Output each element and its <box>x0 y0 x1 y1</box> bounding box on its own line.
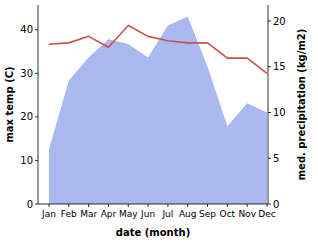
y2-tick <box>268 204 271 205</box>
x-tick-label: Aug <box>179 209 197 219</box>
chart: 0 10 20 30 40 0 5 10 15 20 Jan FebMar AprMayJun Jul Au… <box>0 0 318 242</box>
y-tick <box>35 160 38 161</box>
y-tick <box>35 116 38 117</box>
y2-tick <box>268 66 271 67</box>
x-tick <box>108 204 109 207</box>
y-tick <box>35 204 38 205</box>
x-tick <box>227 204 228 207</box>
x-tick-label: Mar <box>80 209 97 219</box>
y2-tick <box>268 21 271 22</box>
y-tick-label: 10 <box>20 155 33 166</box>
y2-tick-label: 10 <box>273 107 286 118</box>
x-tick <box>128 204 129 207</box>
temp-line <box>49 25 267 73</box>
x-axis-label: date (month) <box>116 227 190 238</box>
x-tick <box>187 204 188 207</box>
x-tick-label: Nov <box>238 209 256 219</box>
y2-tick-label: 15 <box>273 61 286 72</box>
x-tick <box>267 204 268 207</box>
y2-axis-label: med. precipitation (kg/m2) <box>296 29 307 181</box>
y-axis-label: max temp (C) <box>4 66 15 142</box>
x-tick <box>49 204 50 207</box>
x-tick-label: Sep <box>199 209 216 219</box>
x-tick <box>247 204 248 207</box>
x-axis <box>38 204 268 205</box>
x-tick <box>68 204 69 207</box>
precip-area <box>49 16 267 204</box>
plot-data <box>49 16 267 204</box>
y2-tick-label: 0 <box>273 199 279 210</box>
x-tick-label: Apr <box>101 209 117 219</box>
x-tick-label: Jun <box>140 209 155 219</box>
y-tick <box>35 73 38 74</box>
y-tick-label: 0 <box>27 199 33 210</box>
y-axis <box>38 5 39 204</box>
y2-tick-label: 5 <box>273 153 279 164</box>
y2-tick-label: 20 <box>273 16 286 27</box>
x-tick-label: Feb <box>61 209 77 219</box>
y2-axis <box>268 5 269 204</box>
y-tick <box>35 29 38 30</box>
x-tick <box>148 204 149 207</box>
x-tick <box>207 204 208 207</box>
y2-tick <box>268 158 271 159</box>
y-tick-label: 40 <box>20 24 33 35</box>
x-tick-label: Jan <box>41 209 56 219</box>
x-tick <box>88 204 89 207</box>
y-tick-label: 20 <box>20 111 33 122</box>
y-tick-label: 30 <box>20 68 33 79</box>
y2-tick <box>268 112 271 113</box>
x-tick-label: Dec <box>258 209 275 219</box>
x-tick-label: Oct <box>220 209 236 219</box>
x-tick-label: Jul <box>161 209 173 219</box>
x-tick <box>167 204 168 207</box>
x-tick-label: May <box>119 209 138 219</box>
